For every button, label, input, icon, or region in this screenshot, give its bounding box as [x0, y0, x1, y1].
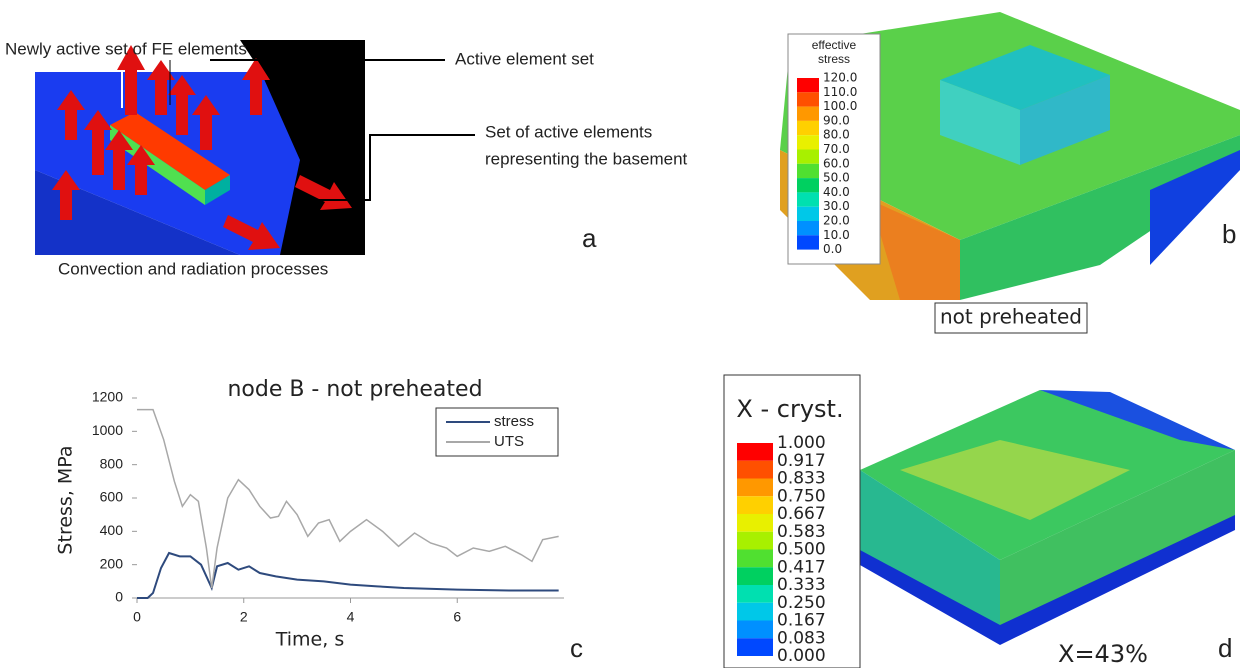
legend-label: 0.083 [777, 628, 826, 648]
y-axis-label: Stress, MPa [55, 445, 77, 554]
label: representing the basement [485, 149, 688, 168]
label: Active element set [455, 49, 594, 68]
panel-letter: a [582, 223, 597, 253]
legend-label: 0.417 [777, 557, 826, 577]
panel-a-image [35, 40, 475, 255]
label: Convection and radiation processes [58, 259, 328, 278]
panel-letter: b [1222, 219, 1236, 249]
line [137, 408, 559, 589]
legend-label: 90.0 [823, 113, 850, 127]
legend-label: 50.0 [823, 171, 850, 185]
swatch [737, 602, 773, 621]
swatch [737, 585, 773, 603]
swatch [797, 135, 819, 150]
legend-label: 0.833 [777, 469, 826, 489]
legend-label: 40.0 [823, 185, 850, 199]
y-tick-label: 0 [115, 589, 123, 605]
annotation: X=43% [1058, 640, 1148, 668]
swatch [797, 192, 819, 207]
legend-label: 0.250 [777, 593, 826, 613]
legend: 1.0000.9170.8330.7500.6670.5830.5000.417… [737, 433, 826, 666]
swatch [737, 531, 773, 550]
y-tick-label: 400 [100, 522, 124, 538]
legend-label: 70.0 [823, 142, 850, 156]
swatch [737, 620, 773, 639]
x-axis-label: Time, s [275, 629, 344, 651]
swatch [737, 567, 773, 585]
legend-label: 20.0 [823, 214, 850, 228]
legend: 120.0110.0100.090.080.070.060.050.040.03… [797, 71, 857, 256]
caption-box [934, 302, 1088, 334]
y-tick-label: 600 [100, 489, 124, 505]
swatch [797, 178, 819, 193]
legend-label: 0.0 [823, 242, 842, 256]
panel-b-image [780, 12, 1240, 300]
x-tick-label: 2 [240, 609, 248, 625]
chart-title: node B - not preheated [227, 377, 482, 402]
swatch [737, 478, 773, 497]
swatch [737, 496, 773, 514]
x-tick-label: 4 [347, 609, 355, 625]
y-tick-label: 1000 [92, 422, 123, 438]
swatch [797, 92, 819, 107]
swatch [737, 638, 773, 656]
chart: 0 200 400 600 800 1000 1200 0 2 4 6 node B - not pr… [55, 377, 564, 651]
legend-label: 100.0 [823, 99, 857, 113]
legend-label: stress [494, 413, 534, 430]
swatch [797, 106, 819, 121]
legend-label: 60.0 [823, 156, 850, 170]
swatch [737, 443, 773, 461]
swatch [797, 163, 819, 179]
y-tick-label: 1200 [92, 389, 123, 405]
legend-label: 80.0 [823, 128, 850, 142]
panel-letter: d [1218, 633, 1232, 663]
legend-title: stress [818, 52, 850, 66]
legend-label: 110.0 [823, 85, 857, 99]
swatch [737, 549, 773, 568]
legend-label: 0.333 [777, 575, 826, 595]
legend-label: 0.750 [777, 486, 826, 506]
legend-label: 0.500 [777, 540, 826, 560]
swatch [797, 149, 819, 164]
x-tick-label: 0 [133, 609, 141, 625]
legend-label: 1.000 [777, 433, 826, 453]
swatch [797, 78, 819, 93]
swatch [797, 235, 819, 250]
swatch [797, 221, 819, 236]
legend-title: X - cryst. [736, 395, 843, 423]
caption: not preheated [940, 305, 1082, 329]
swatch [737, 514, 773, 532]
legend-label: UTS [494, 433, 524, 450]
legend-label: 120.0 [823, 71, 857, 85]
line [137, 551, 559, 599]
legend-title: effective [812, 38, 857, 52]
y-tick-label: 200 [100, 555, 124, 571]
legend-label: 0.667 [777, 504, 826, 524]
swatch [737, 460, 773, 479]
swatch [797, 120, 819, 136]
legend-box [435, 407, 559, 457]
label: Set of active elements [485, 122, 652, 141]
swatch [797, 206, 819, 221]
legend-label: 10.0 [823, 228, 850, 242]
y-tick-label: 800 [100, 455, 124, 471]
x-tick-label: 6 [453, 609, 461, 625]
legend-label: 0.917 [777, 451, 826, 471]
panel-d-image [723, 374, 1235, 668]
legend-label: 30.0 [823, 199, 850, 213]
legend-label: 0.583 [777, 522, 826, 542]
label: Newly active set of FE elements [5, 39, 247, 58]
legend-label: 0.000 [777, 646, 826, 666]
legend-label: 0.167 [777, 611, 826, 631]
panel-letter: c [570, 633, 583, 663]
